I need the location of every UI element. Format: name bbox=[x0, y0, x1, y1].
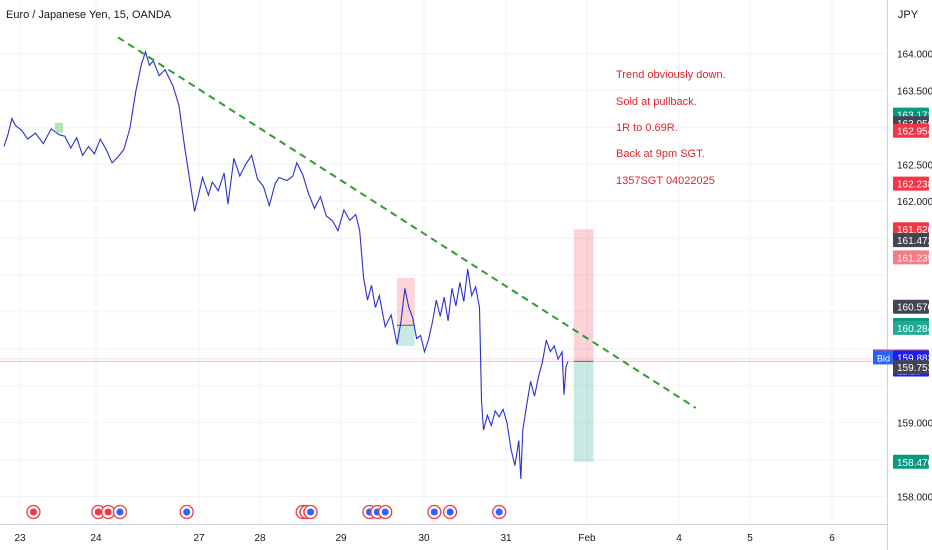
y-tick-label: 159.000 bbox=[897, 419, 932, 430]
x-tick-label: 30 bbox=[418, 533, 430, 544]
y-tick-label: 162.000 bbox=[897, 197, 932, 208]
price-tag bbox=[893, 250, 929, 265]
event-marker-dot bbox=[381, 508, 389, 516]
event-marker-dot bbox=[495, 508, 503, 516]
chart-title: Euro / Japanese Yen, 15, OANDA bbox=[6, 9, 172, 21]
price-tag-label: 159.753 bbox=[897, 363, 932, 374]
price-tag-label: 162.238 bbox=[897, 180, 932, 191]
price-tag-label: 163.172 bbox=[897, 111, 932, 122]
x-tick-label: 29 bbox=[335, 533, 347, 544]
event-marker-dot bbox=[446, 508, 454, 516]
annotation-line-4: Back at 9pm SGT. bbox=[616, 148, 705, 160]
x-tick-label: 4 bbox=[676, 533, 682, 544]
position-stop-zone bbox=[573, 229, 594, 362]
x-tick-label: 6 bbox=[829, 533, 835, 544]
price-tag bbox=[893, 176, 929, 191]
price-tag bbox=[893, 222, 929, 237]
position-stop-zone bbox=[397, 277, 415, 326]
price-tag-label: 161.472 bbox=[897, 236, 932, 247]
price-tag-label: 162.954 bbox=[897, 127, 932, 138]
price-tag bbox=[893, 299, 929, 314]
event-marker-dot bbox=[94, 508, 102, 516]
price-tag-label: 158.470 bbox=[897, 458, 932, 469]
event-marker-dot bbox=[104, 508, 112, 516]
price-tag bbox=[893, 320, 929, 335]
price-tag-label: 161.239 bbox=[897, 253, 932, 264]
alert-marker bbox=[55, 122, 64, 133]
y-tick-label: 158.000 bbox=[897, 493, 932, 504]
annotation-line-1: Trend obviously down. bbox=[616, 69, 726, 81]
y-tick-label: 163.500 bbox=[897, 86, 932, 97]
x-tick-label: 27 bbox=[193, 533, 205, 544]
price-tag bbox=[893, 233, 929, 248]
event-marker-dot bbox=[430, 508, 438, 516]
price-tag bbox=[893, 360, 929, 375]
event-marker-dot bbox=[116, 508, 124, 516]
position-target-zone bbox=[573, 361, 594, 462]
price-tag-prefix bbox=[873, 350, 893, 365]
x-tick-label: 5 bbox=[747, 533, 753, 544]
price-tag bbox=[893, 123, 929, 138]
trendline bbox=[117, 36, 697, 409]
price-tag-label: 161.620 bbox=[897, 225, 932, 236]
x-tick-label: 23 bbox=[14, 533, 26, 544]
x-tick-label: 31 bbox=[500, 533, 512, 544]
event-marker-dot bbox=[29, 508, 37, 516]
annotation-line-5: 1357SGT 04022025 bbox=[616, 175, 715, 187]
price-tag-label: 160.284 bbox=[897, 324, 932, 335]
price-tag bbox=[893, 454, 929, 469]
position-target-zone bbox=[397, 325, 415, 346]
x-tick-label: 28 bbox=[254, 533, 266, 544]
price-tag-label: 159.883 bbox=[897, 353, 932, 364]
event-marker-dot bbox=[307, 508, 315, 516]
x-tick-label: Feb bbox=[578, 533, 596, 544]
price-tag-label: 160.570 bbox=[897, 303, 932, 314]
currency-badge[interactable]: JPY bbox=[897, 9, 919, 21]
price-tag-prefix-label: Bid bbox=[877, 353, 890, 363]
annotation-line-3: 1R to 0.69R. bbox=[616, 122, 678, 134]
annotation-line-2: Sold at pullback. bbox=[616, 96, 697, 108]
price-series-line bbox=[3, 50, 569, 479]
y-tick-label: 162.500 bbox=[897, 160, 932, 171]
y-tick-label: 164.000 bbox=[897, 50, 932, 61]
x-tick-label: 24 bbox=[90, 533, 102, 544]
event-marker-dot bbox=[183, 508, 191, 516]
